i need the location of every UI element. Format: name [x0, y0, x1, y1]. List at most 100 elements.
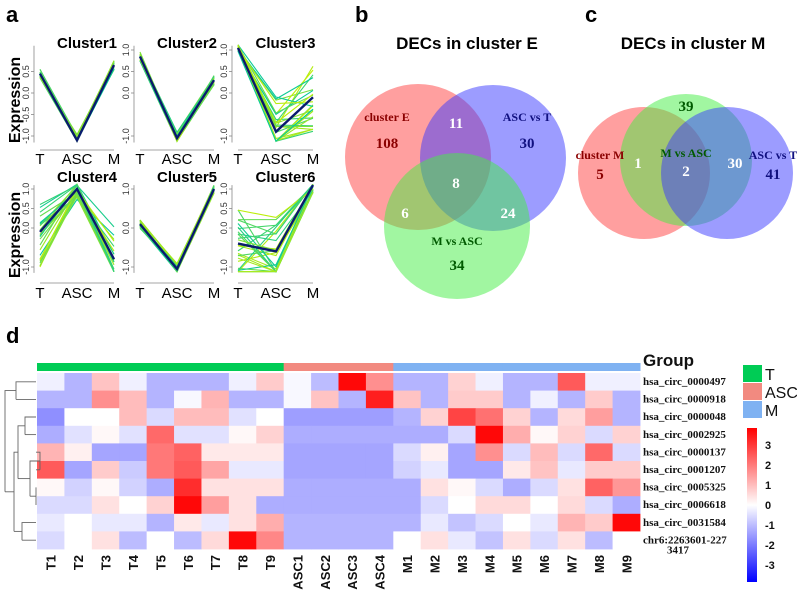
y-tick-label: 0.0 [121, 222, 131, 235]
member-profile-line [139, 186, 215, 273]
x-tick-label: T [233, 151, 242, 168]
heatmap-cell [64, 496, 93, 515]
heatmap-cell [146, 478, 175, 497]
heatmap-cell [311, 531, 339, 550]
heatmap-panel: Group hsa_circ_0000497 hsa_circ_0000918hs… [4, 351, 797, 590]
heatmap-cell [228, 373, 257, 391]
y-tick-label: 0.0 [21, 222, 31, 235]
venn-b-title: DECs in cluster E [396, 34, 538, 53]
venn-region-count: 6 [401, 206, 409, 222]
heatmap-cell [64, 513, 93, 532]
heatmap-cell [475, 478, 504, 497]
heatmap-cell [557, 478, 586, 497]
heatmap-cell [174, 443, 202, 462]
heatmap-cell [585, 531, 613, 550]
venn-c-title: DECs in cluster M [621, 34, 766, 53]
venn-set-label: ASC vs T [749, 148, 797, 162]
heatmap-cell [448, 408, 476, 427]
column-label: M6 [537, 555, 552, 573]
heatmap-cell [311, 425, 339, 444]
column-label: ASC3 [345, 555, 360, 590]
heatmap-cell [420, 478, 449, 497]
y-tick-label: 0.5 [219, 202, 229, 215]
group-annotation-cell [475, 363, 504, 371]
x-tick-label: T [135, 151, 144, 168]
heatmap-cell [612, 513, 641, 532]
y-tick-label: 0.5 [121, 65, 131, 78]
heatmap-cell [475, 443, 504, 462]
member-profile-line [139, 189, 215, 271]
y-tick-label: -1.0 [219, 259, 229, 275]
heatmap-cell [448, 513, 476, 532]
heatmap-cell [64, 390, 93, 409]
member-profile-line [39, 68, 115, 143]
x-tick-label: M [208, 151, 221, 168]
member-profile-line [139, 192, 215, 271]
column-label: M9 [619, 555, 634, 573]
heatmap-cell [256, 496, 285, 515]
member-profile-line [237, 191, 314, 273]
heatmap-cell [475, 373, 504, 391]
heatmap-cell [311, 478, 339, 497]
heatmap-cell [612, 478, 641, 497]
x-tick-label: ASC [261, 151, 292, 168]
heatmap-cell [530, 478, 559, 497]
heatmap-cell [91, 513, 120, 532]
heatmap-cell [365, 425, 394, 444]
x-tick-label: ASC [261, 285, 292, 302]
heatmap-cell [557, 443, 586, 462]
heatmap-cell [256, 425, 285, 444]
row-label: 3417 [667, 544, 690, 556]
heatmap-cell [393, 531, 422, 550]
heatmap-cell [585, 443, 613, 462]
y-axis-label-row1: Expression [7, 57, 24, 143]
member-profile-line [139, 188, 215, 273]
heatmap-cell [338, 531, 367, 550]
heatmap-cell [585, 496, 613, 515]
heatmap-cell [91, 496, 120, 515]
member-profile-line [139, 185, 215, 267]
heatmap-cell [146, 443, 175, 462]
heatmap-cell [283, 513, 312, 532]
venn-set-label: M vs ASC [431, 234, 482, 248]
dendrogram-branch [24, 416, 36, 435]
group-annotation-cell [557, 363, 586, 371]
panel-label-a: a [6, 2, 19, 27]
dendrogram-branch [4, 390, 16, 492]
heatmap-cell [420, 531, 449, 550]
heatmap-cell [475, 496, 504, 515]
x-tick-label: ASC [162, 151, 193, 168]
venn-region-count: 41 [766, 167, 781, 183]
heatmap-cell [365, 443, 394, 462]
venn-region-count: 8 [452, 176, 460, 192]
row-label: hsa_circ_0031584 [643, 517, 726, 529]
centroid-line [236, 47, 314, 134]
member-profile-line [39, 63, 115, 137]
heatmap-cell [256, 531, 285, 550]
heatmap-cell [174, 513, 202, 532]
group-annotation-cell [64, 363, 93, 371]
heatmap-cell [228, 425, 257, 444]
member-profile-line [39, 60, 115, 138]
heatmap-cell [393, 461, 422, 479]
panel-label-b: b [355, 2, 368, 27]
venn-set-label: ASC vs T [503, 110, 551, 124]
heatmap-cell [64, 425, 93, 444]
column-label: M2 [427, 555, 442, 573]
heatmap-cell [612, 373, 641, 391]
heatmap-cell [146, 531, 175, 550]
row-label: hsa_circ_0000048 [643, 411, 726, 423]
venn-region-count: 11 [449, 116, 463, 132]
row-label: hsa_circ_0000918 [643, 394, 726, 406]
member-profile-line [39, 65, 115, 143]
heatmap-cell [311, 408, 339, 427]
member-profile-line [39, 68, 115, 143]
row-label: hsa_circ_0001207 [643, 464, 726, 476]
heatmap-cell [365, 373, 394, 391]
column-label: M5 [510, 555, 525, 573]
heatmap-cell [256, 478, 285, 497]
heatmap-cell [557, 496, 586, 515]
heatmap-cell [201, 513, 230, 532]
heatmap-cell [448, 443, 476, 462]
member-profile-line [237, 51, 314, 143]
